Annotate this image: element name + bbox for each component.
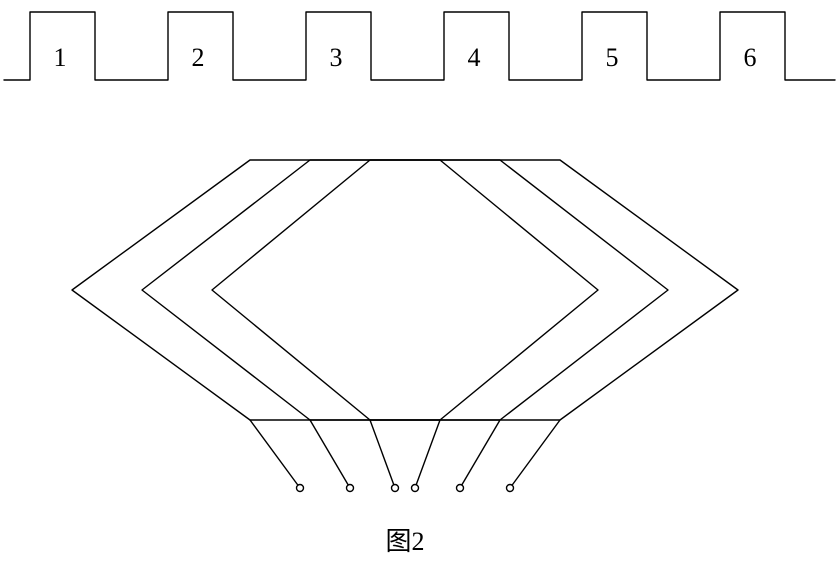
coil-lead (250, 420, 300, 488)
terminal-node (507, 485, 514, 492)
diagram-canvas: 1 2 3 4 5 6 图2 (0, 0, 839, 561)
coil-lead (460, 420, 500, 488)
terminal-node (297, 485, 304, 492)
terminal-node (457, 485, 464, 492)
coil-lead (370, 420, 395, 488)
coil-lead (415, 420, 440, 488)
stator-slot-wave (4, 12, 835, 80)
slot-label: 6 (744, 43, 757, 72)
slot-label: 4 (468, 43, 481, 72)
terminal-node (347, 485, 354, 492)
coil-lead (310, 420, 350, 488)
winding-diagram (72, 160, 738, 488)
coil-hexagon (142, 160, 668, 420)
slot-label: 1 (54, 43, 67, 72)
terminal-node (392, 485, 399, 492)
slot-label: 2 (192, 43, 205, 72)
slot-wave-path (4, 12, 835, 80)
coil-hexagon (212, 160, 598, 420)
terminal-node (412, 485, 419, 492)
slot-number-labels: 1 2 3 4 5 6 (54, 43, 757, 72)
figure-caption: 图2 (385, 527, 424, 556)
slot-label: 3 (330, 43, 343, 72)
slot-label: 5 (606, 43, 619, 72)
coil-lead (510, 420, 560, 488)
coil-hexagon (72, 160, 738, 420)
winding-terminals (297, 485, 514, 492)
